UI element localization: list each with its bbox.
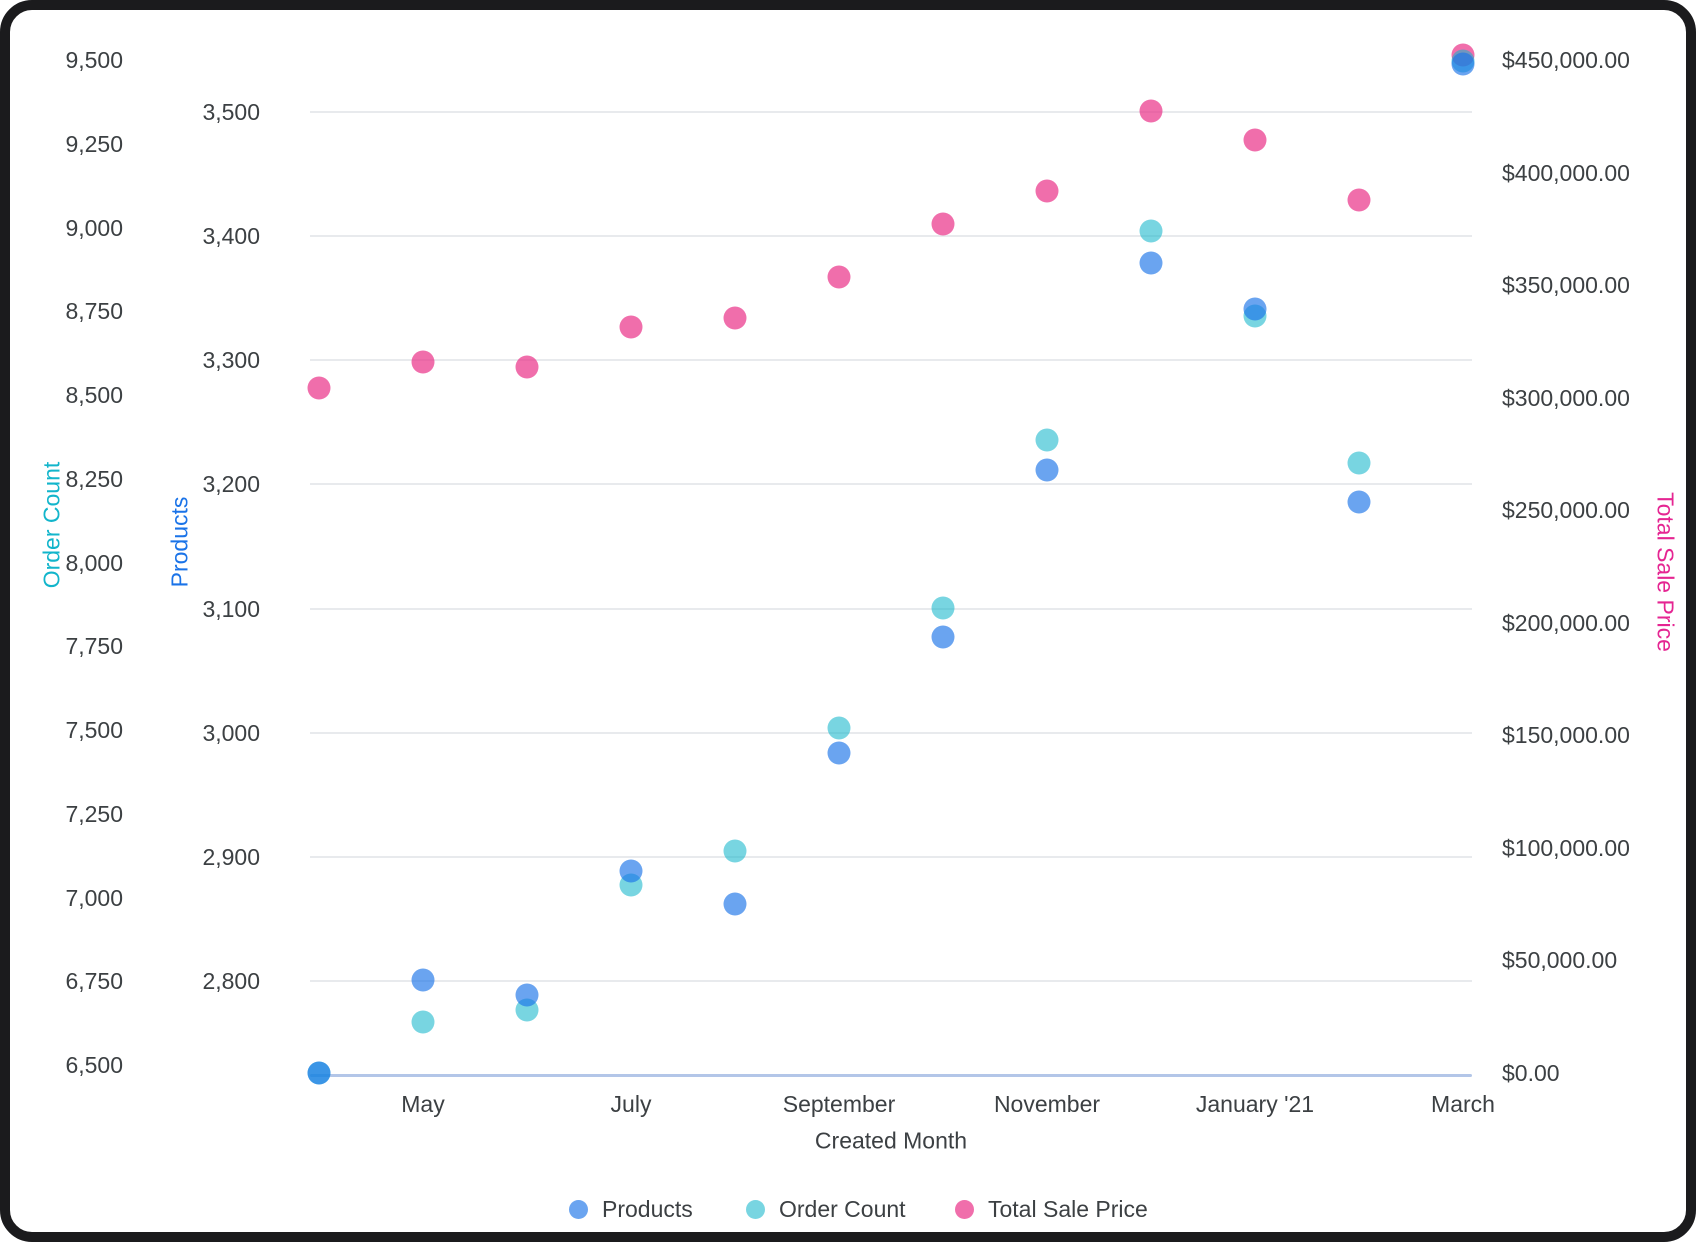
- products-gridline: [310, 731, 1472, 734]
- products-point-april[interactable]: [307, 1061, 331, 1085]
- products-point-july[interactable]: [619, 859, 643, 882]
- legend-dot-icon: [955, 1199, 974, 1219]
- total-sale-price-tick-label: $0.00: [1502, 1059, 1560, 1086]
- products-gridline: [310, 235, 1472, 238]
- products-tick-label: 3,300: [202, 347, 260, 374]
- products-point-february[interactable]: [1347, 490, 1371, 514]
- total-sale-price-tick-label: $400,000.00: [1502, 159, 1630, 186]
- x-tick-label: September: [782, 1091, 896, 1117]
- order-count-point-september[interactable]: [827, 716, 851, 740]
- total-sale-price-point-april[interactable]: [307, 376, 331, 400]
- products-tick-label: 3,400: [202, 223, 260, 250]
- products-gridline: [310, 855, 1472, 858]
- products-gridline: [310, 111, 1472, 113]
- products-tick-label: 2,800: [202, 968, 260, 994]
- total-sale-price-tick-label: $50,000.00: [1502, 947, 1618, 973]
- order-count-tick-label: 7,250: [65, 800, 123, 827]
- total-sale-price-point-august[interactable]: [723, 306, 747, 330]
- products-tick-label: 3,200: [202, 471, 260, 498]
- x-axis-baseline: [310, 1074, 1472, 1077]
- total-sale-price-point-february[interactable]: [1347, 188, 1371, 212]
- order-count-tick-label: 9,500: [65, 47, 123, 73]
- total-sale-price-tick-label: $150,000.00: [1502, 722, 1630, 748]
- legend-label: Order Count: [779, 1195, 906, 1222]
- products-point-march[interactable]: [1451, 52, 1475, 76]
- total-sale-price-point-october[interactable]: [931, 212, 955, 236]
- x-tick-label: January '21: [1195, 1091, 1315, 1117]
- total-sale-price-tick-label: $250,000.00: [1502, 497, 1630, 523]
- products-tick-label: 3,100: [202, 595, 260, 622]
- products-point-september[interactable]: [827, 741, 851, 765]
- x-axis-title: Created Month: [814, 1127, 968, 1154]
- order-count-tick-label: 8,000: [65, 549, 123, 576]
- total-sale-price-tick-label: $300,000.00: [1502, 384, 1630, 411]
- order-count-tick-label: 8,250: [65, 465, 123, 492]
- x-tick-label: May: [401, 1091, 445, 1117]
- total-sale-price-point-may[interactable]: [411, 350, 435, 374]
- total-sale-price-point-january-21[interactable]: [1243, 128, 1267, 152]
- order-count-tick-label: 9,250: [65, 130, 123, 157]
- total-sale-price-tick-label: $200,000.00: [1502, 609, 1630, 636]
- legend-label: Total Sale Price: [988, 1195, 1148, 1222]
- total-sale-price-axis-title: Total Sale Price: [1652, 492, 1679, 652]
- order-count-tick-label: 9,000: [65, 214, 123, 241]
- total-sale-price-tick-label: $100,000.00: [1502, 834, 1630, 861]
- x-tick-label: November: [993, 1091, 1101, 1117]
- order-count-tick-label: 7,000: [65, 884, 123, 911]
- products-point-may[interactable]: [411, 968, 435, 992]
- total-sale-price-point-november[interactable]: [1035, 179, 1059, 203]
- legend-item-products[interactable]: Products: [569, 1195, 693, 1222]
- products-gridline: [310, 607, 1472, 610]
- products-tick-label: 3,000: [202, 719, 260, 746]
- products-point-january-21[interactable]: [1243, 297, 1267, 321]
- order-count-point-may[interactable]: [411, 1010, 435, 1034]
- legend-dot-icon: [569, 1199, 588, 1219]
- products-gridline: [310, 359, 1472, 362]
- order-count-tick-label: 8,750: [65, 298, 123, 325]
- scatter-plot: 9,500 9,250 9,000 8,750 8,500 8,250 8,000 7,750…: [10, 10, 1686, 1232]
- legend-label: Products: [602, 1195, 693, 1222]
- x-tick-label: July: [610, 1091, 652, 1117]
- products-tick-label: 3,500: [202, 99, 260, 125]
- x-tick-label: March: [1431, 1091, 1495, 1117]
- products-point-november[interactable]: [1035, 458, 1059, 482]
- products-point-october[interactable]: [931, 625, 955, 649]
- products-point-august[interactable]: [723, 892, 747, 916]
- total-sale-price-point-june[interactable]: [515, 355, 539, 379]
- order-count-point-august[interactable]: [723, 839, 747, 863]
- order-count-tick-label: 7,750: [65, 633, 123, 660]
- order-count-tick-label: 8,500: [65, 382, 123, 408]
- order-count-tick-label: 6,500: [65, 1052, 123, 1078]
- products-tick-label: 2,900: [202, 843, 260, 870]
- order-count-point-december[interactable]: [1139, 219, 1163, 243]
- total-sale-price-point-july[interactable]: [619, 315, 643, 339]
- products-gridline: [310, 980, 1472, 982]
- order-count-point-november[interactable]: [1035, 428, 1059, 452]
- legend-item-order-count[interactable]: Order Count: [746, 1195, 906, 1222]
- legend-item-total-sale-price[interactable]: Total Sale Price: [955, 1195, 1148, 1222]
- products-point-june[interactable]: [515, 983, 539, 1007]
- legend-dot-icon: [746, 1199, 765, 1219]
- order-count-point-february[interactable]: [1347, 451, 1371, 475]
- products-axis-title: Products: [166, 496, 193, 588]
- products-point-december[interactable]: [1139, 251, 1163, 275]
- order-count-axis-title: Order Count: [38, 461, 65, 589]
- order-count-tick-label: 6,750: [65, 968, 123, 995]
- order-count-tick-label: 7,500: [65, 717, 123, 743]
- total-sale-price-point-december[interactable]: [1139, 99, 1163, 123]
- order-count-point-october[interactable]: [931, 596, 955, 620]
- products-gridline: [310, 483, 1472, 486]
- total-sale-price-point-september[interactable]: [827, 265, 851, 289]
- total-sale-price-tick-label: $450,000.00: [1502, 47, 1630, 73]
- total-sale-price-tick-label: $350,000.00: [1502, 272, 1630, 298]
